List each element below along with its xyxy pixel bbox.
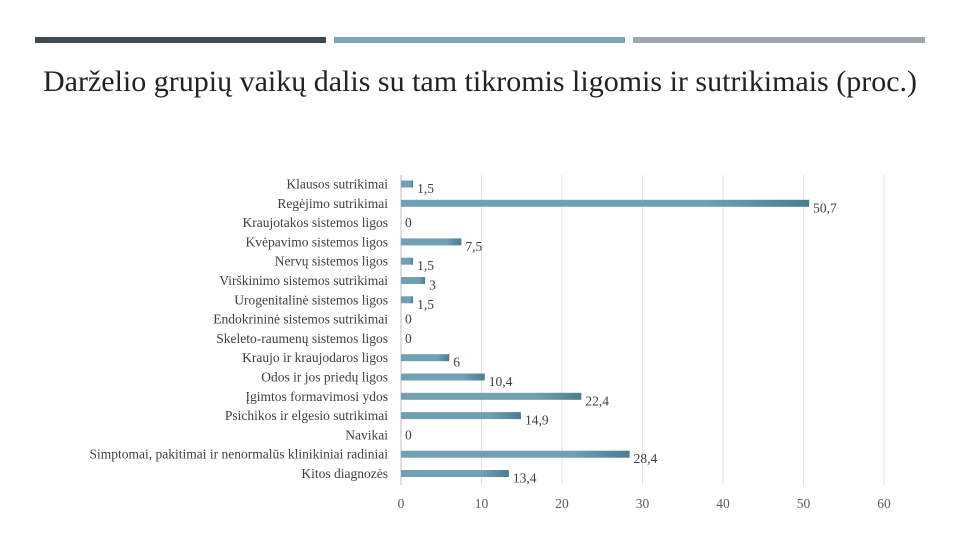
category-label: Urogenitalinė sistemos ligos — [234, 292, 388, 307]
x-tick-label: 30 — [636, 496, 650, 511]
x-tick-label: 10 — [475, 496, 489, 511]
category-label: Endokrininė sistemos sutrikimai — [213, 312, 388, 327]
data-label: 0 — [405, 331, 412, 346]
category-label: Įgimtos formavimosi ydos — [246, 389, 389, 404]
category-label: Kraujo ir kraujodaros ligos — [242, 350, 388, 365]
data-label: 28,4 — [634, 451, 658, 466]
x-tick-label: 40 — [716, 496, 730, 511]
bar — [401, 354, 450, 362]
data-label: 6 — [453, 355, 460, 370]
data-label: 0 — [405, 215, 412, 230]
data-label: 3 — [429, 278, 436, 293]
x-tick-label: 50 — [797, 496, 811, 511]
data-label: 1,5 — [417, 297, 434, 312]
bar — [401, 277, 426, 284]
data-label: 10,4 — [489, 374, 513, 389]
data-label: 0 — [405, 312, 412, 327]
category-label: Kitos diagnozės — [301, 466, 388, 481]
category-label: Virškinimo sistemos sutrikimai — [219, 273, 388, 288]
data-label: 1,5 — [417, 258, 434, 273]
data-label: 7,5 — [465, 239, 482, 254]
x-tick-label: 0 — [398, 496, 405, 511]
bar — [401, 257, 414, 265]
chart-title: Darželio grupių vaikų dalis su tam tikro… — [42, 65, 918, 98]
category-label: Navikai — [345, 427, 388, 442]
data-label: 0 — [405, 427, 412, 442]
category-label: Regėjimo sutrikimai — [277, 196, 388, 211]
data-label: 13,4 — [513, 471, 537, 486]
data-label: 50,7 — [813, 200, 837, 215]
x-tick-label: 20 — [555, 496, 569, 511]
bar — [401, 392, 582, 400]
category-label: Psichikos ir elgesio sutrikimai — [225, 408, 388, 423]
category-label: Skeleto-raumenų sistemos ligos — [216, 331, 388, 346]
x-tick-label: 60 — [877, 496, 891, 511]
category-label: Odos ir jos priedų ligos — [261, 370, 388, 385]
bar — [401, 238, 462, 246]
data-label: 1,5 — [417, 181, 434, 196]
bar — [401, 470, 509, 477]
category-label: Nervų sistemos ligos — [275, 254, 388, 269]
decor-bar-dark — [35, 37, 326, 43]
category-label: Kraujotakos sistemos ligos — [243, 215, 389, 230]
bar — [401, 450, 630, 458]
bar — [401, 296, 414, 304]
bar — [401, 412, 521, 420]
bar — [401, 180, 414, 188]
category-label: Simptomai, pakitimai ir nenormalūs klini… — [90, 447, 389, 462]
bar — [401, 373, 485, 381]
decor-bar-gray — [633, 37, 925, 43]
data-label: 22,4 — [585, 393, 609, 408]
category-label: Kvėpavimo sistemos ligos — [246, 234, 389, 249]
category-label: Klausos sutrikimai — [286, 177, 388, 192]
decor-bar-teal — [334, 37, 625, 43]
data-label: 14,9 — [525, 413, 549, 428]
bar — [401, 199, 810, 207]
